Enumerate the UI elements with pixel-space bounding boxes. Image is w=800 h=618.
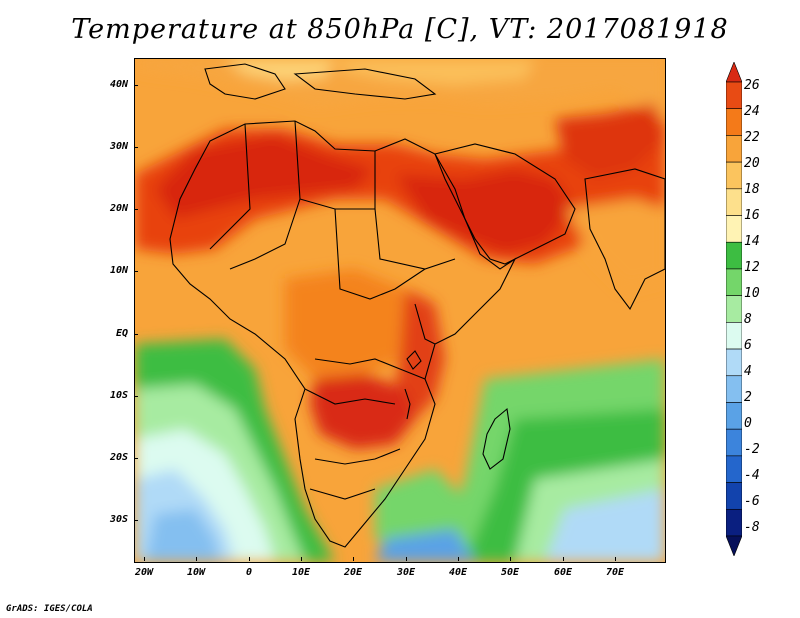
colorbar-label: -4	[744, 468, 760, 483]
lon-label-0: 0	[245, 567, 253, 578]
lon-label-10e: 10E	[291, 567, 311, 578]
colorbar-label: 12	[744, 260, 760, 275]
colorbar-label: -8	[744, 520, 760, 535]
lat-label-20s: 20S	[109, 452, 128, 463]
lat-label-10s: 10S	[109, 390, 128, 401]
lat-label-20n: 20N	[109, 203, 128, 214]
colorbar-segment	[726, 508, 742, 537]
colorbar-segment	[726, 161, 742, 190]
lat-label-10n: 10N	[109, 265, 128, 276]
lon-label-20e: 20E	[343, 567, 363, 578]
chart-title: Temperature at 850hPa [C], VT: 201708191…	[71, 14, 729, 45]
lon-label-40e: 40E	[448, 567, 468, 578]
grads-credit: GrADS: IGES/COLA	[6, 604, 93, 614]
colorbar-label: 8	[744, 312, 752, 327]
colorbar-label: 20	[744, 156, 760, 171]
colorbar-segment	[726, 135, 742, 163]
colorbar-label: -2	[744, 442, 760, 457]
lat-label-30s: 30S	[109, 514, 128, 525]
colorbar-segment	[726, 268, 742, 296]
colorbar-label: 18	[744, 182, 760, 197]
lon-label-60e: 60E	[553, 567, 573, 578]
colorbar-segment	[726, 241, 742, 270]
colorbar-label: 0	[744, 416, 752, 431]
lat-label-30n: 30N	[109, 141, 128, 152]
colorbar-segment	[726, 322, 742, 350]
temperature-map	[134, 58, 666, 563]
colorbar-label: 16	[744, 208, 760, 223]
lat-label-40n: 40N	[109, 79, 128, 90]
colorbar	[726, 62, 742, 556]
colorbar-label: 26	[744, 78, 760, 93]
colorbar-segment	[726, 348, 742, 377]
coastlines	[169, 63, 665, 548]
lon-label-10w: 10W	[186, 567, 206, 578]
colorbar-segment	[726, 215, 742, 243]
colorbar-segment	[726, 402, 742, 430]
colorbar-segment	[726, 295, 742, 323]
lon-label-20w: 20W	[134, 567, 154, 578]
colorbar-segment	[726, 62, 742, 83]
temperature-field	[135, 59, 665, 562]
lat-label-eq: EQ	[115, 328, 128, 339]
colorbar-label: 24	[744, 104, 760, 119]
colorbar-segment	[726, 375, 742, 403]
colorbar-label: -6	[744, 494, 760, 509]
colorbar-segment	[726, 535, 742, 556]
colorbar-segment	[726, 81, 742, 110]
colorbar-label: 22	[744, 130, 760, 145]
colorbar-label: 6	[744, 338, 752, 353]
lon-label-30e: 30E	[396, 567, 416, 578]
colorbar-label: 14	[744, 234, 760, 249]
colorbar-segment	[726, 455, 742, 483]
lon-label-70e: 70E	[605, 567, 625, 578]
lon-label-50e: 50E	[500, 567, 520, 578]
colorbar-segment	[726, 428, 742, 457]
colorbar-segment	[726, 108, 742, 136]
colorbar-label: 4	[744, 364, 752, 379]
colorbar-segment	[726, 188, 742, 216]
colorbar-label: 10	[744, 286, 760, 301]
colorbar-label: 2	[744, 390, 752, 405]
colorbar-segment	[726, 482, 742, 510]
